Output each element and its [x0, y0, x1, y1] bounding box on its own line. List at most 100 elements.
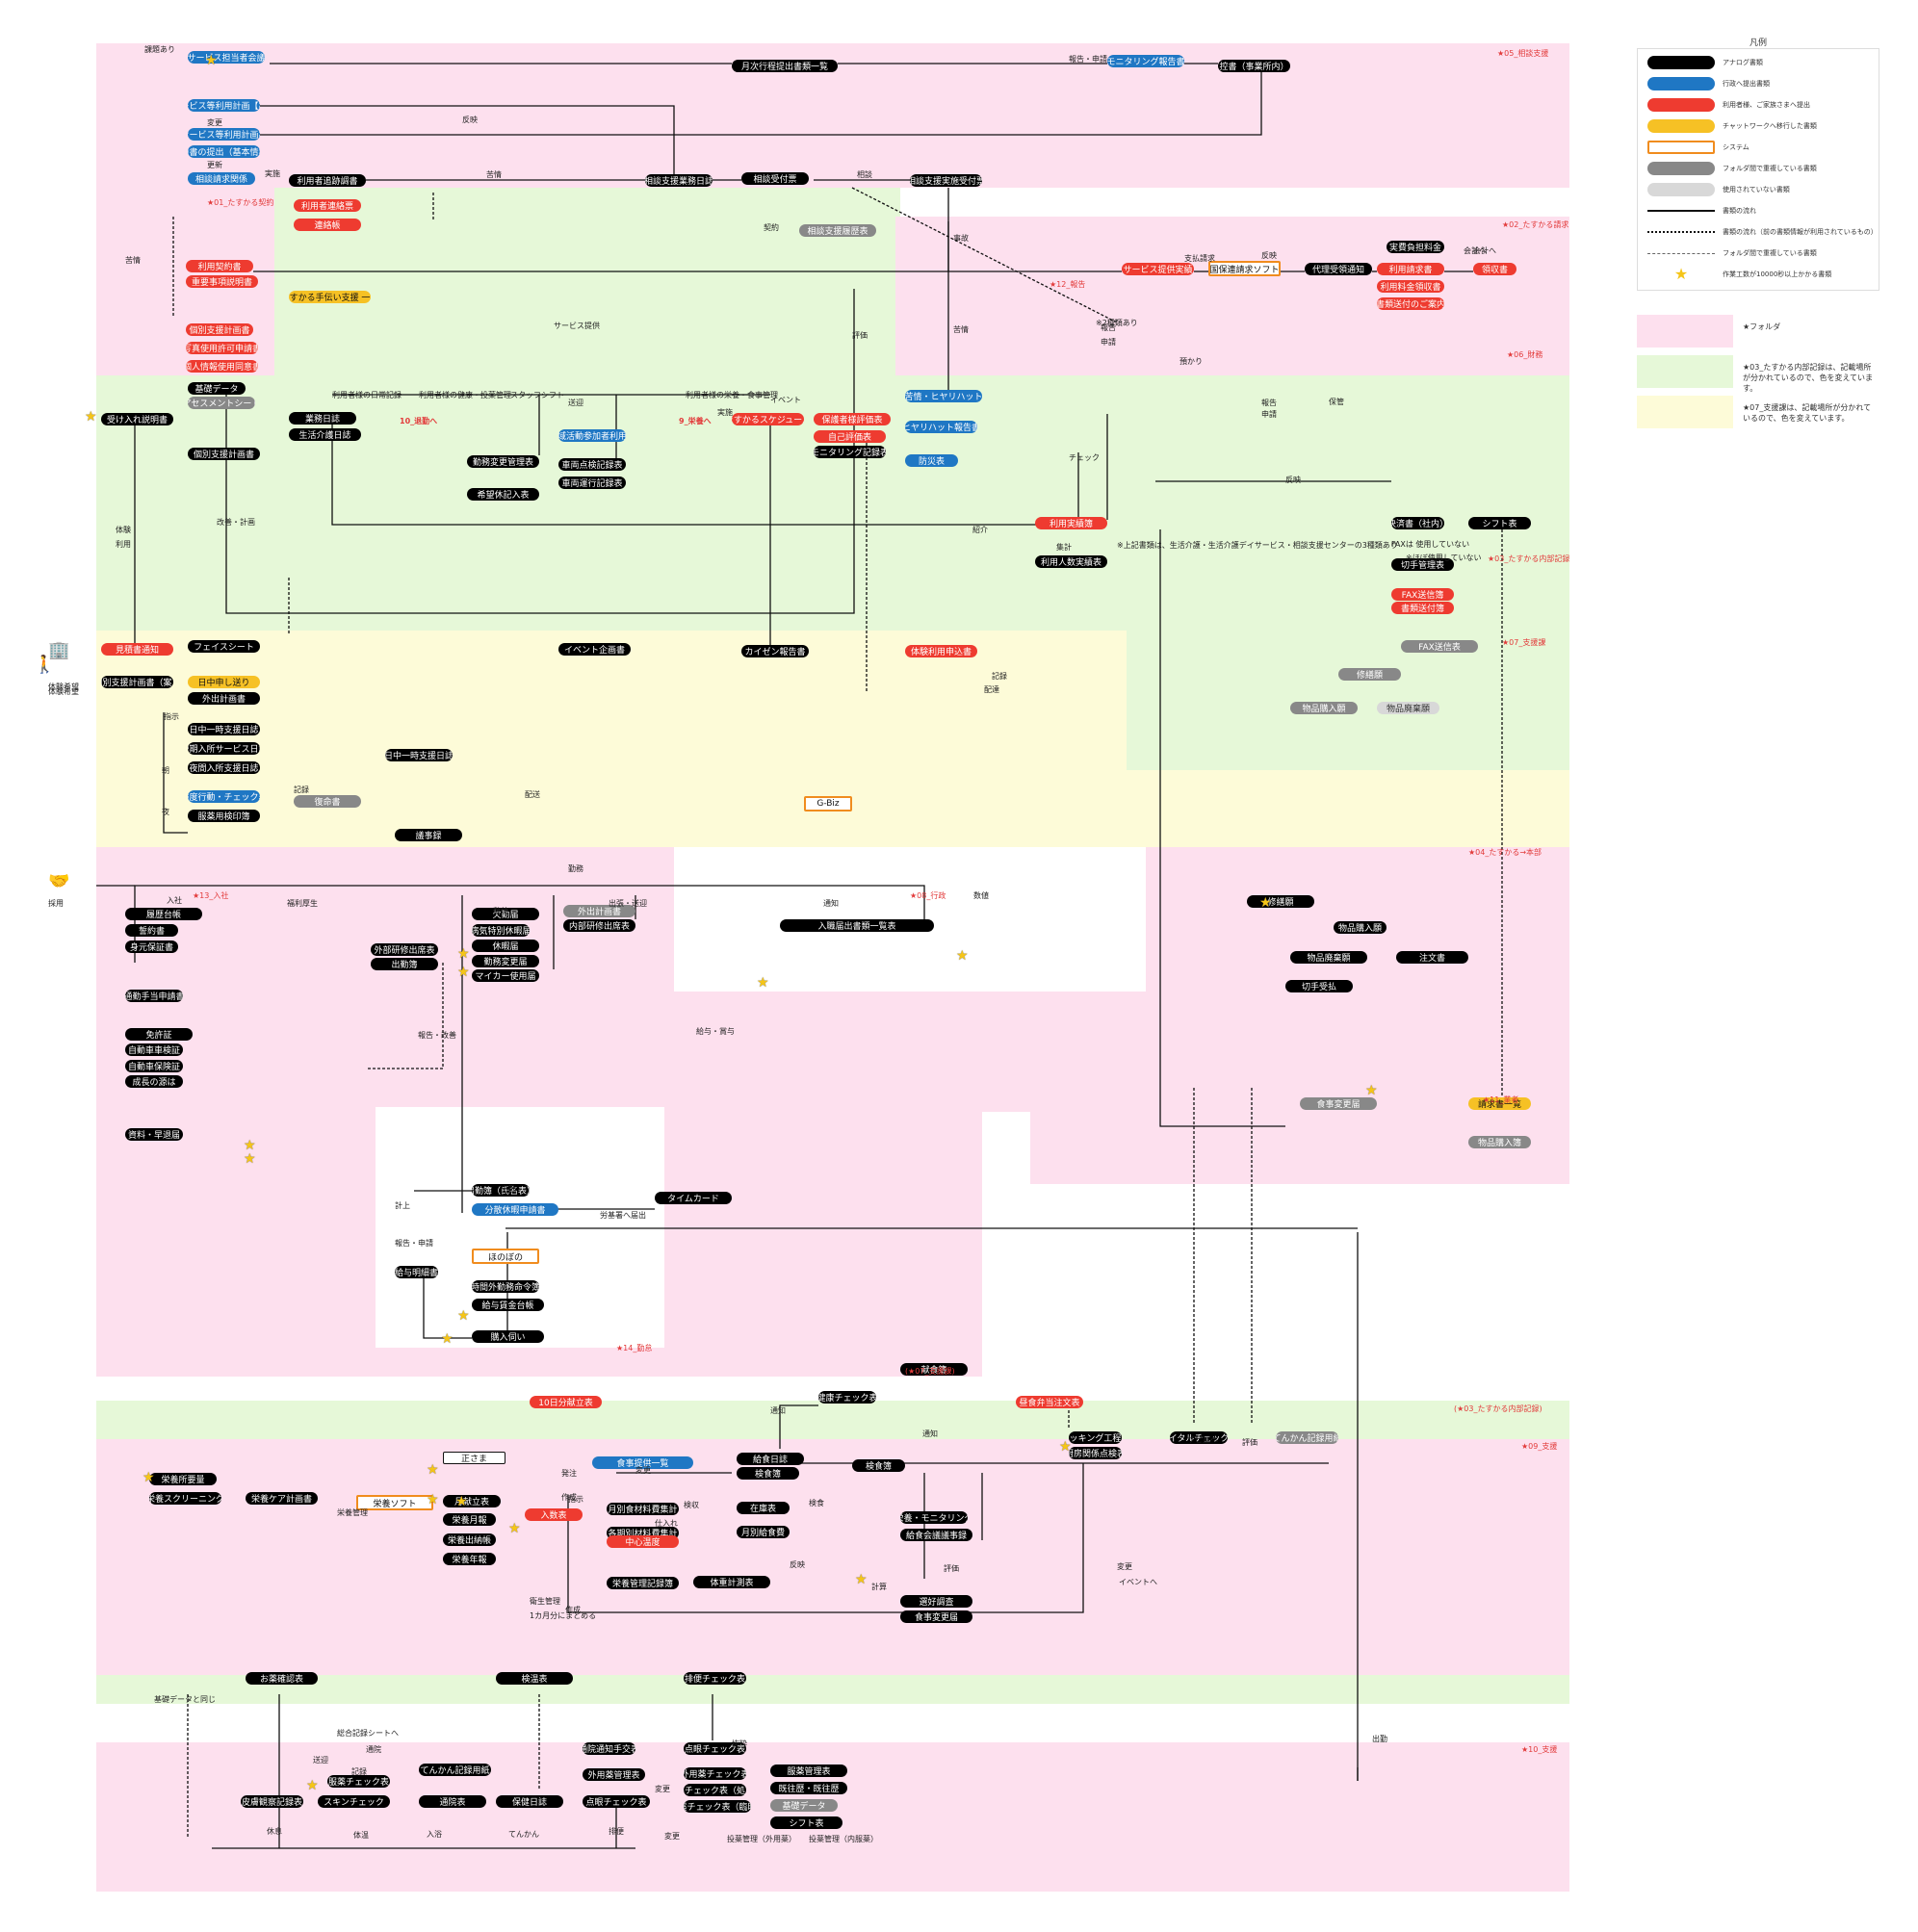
folder-label: (★07_支援課)	[905, 1367, 955, 1376]
doc-node: 服薬チェック表（臨時）	[684, 1800, 751, 1813]
star-icon: ★	[757, 975, 769, 991]
annotation-text: ※2種類あり	[1096, 319, 1138, 327]
annotation-text: 10_退勤へ	[400, 417, 438, 425]
doc-node: 栄養ケア計画書	[246, 1492, 318, 1505]
doc-node: 受け入れ説明書	[101, 413, 173, 425]
doc-node: モニタリング報告書	[1107, 55, 1184, 67]
star-icon: ★	[85, 409, 97, 425]
flow-label: 衛生管理	[530, 1597, 560, 1606]
doc-node: 生活介護日誌	[289, 428, 361, 441]
folder-label: ★07_支援課	[1502, 638, 1546, 647]
legend-swatch	[1647, 141, 1715, 154]
folder-label: ★14_勤怠	[616, 1344, 653, 1352]
doc-node: 時間外勤務命令簿	[472, 1280, 539, 1293]
doc-node: サービス等利用計画【案】	[188, 99, 260, 112]
flow-label: 通知	[823, 899, 839, 908]
doc-node: 給与明細書	[395, 1266, 438, 1278]
flow-label: 評価	[852, 331, 868, 340]
doc-node: 物品廃棄願	[1290, 951, 1367, 964]
doc-node: 免許証	[125, 1028, 193, 1041]
doc-node: 検食簿	[737, 1467, 799, 1480]
flow-label: てんかん	[508, 1830, 539, 1839]
legend-swatch	[1647, 162, 1715, 175]
annotation-text: ※ほぼ使用していない	[1406, 554, 1482, 562]
doc-node: FAX送信表	[1401, 640, 1478, 653]
legend-row: 利用者様、ご家族さまへ提出	[1647, 97, 1810, 113]
doc-node: G-Biz	[804, 796, 852, 811]
doc-node: アセスメントシート	[188, 397, 255, 409]
doc-node: 防災表	[905, 454, 958, 467]
legend-row: 書類の流れ	[1647, 203, 1756, 219]
doc-node: 昼食弁当注文表	[1016, 1396, 1083, 1408]
flow-label: 会計へ	[1464, 246, 1487, 255]
annotation-text: 体験希望	[48, 683, 79, 691]
doc-node: 履歴台帳	[125, 908, 202, 920]
flow-label: 夜	[162, 808, 169, 816]
legend-row: システム	[1647, 140, 1750, 155]
doc-node: 欠勤届	[472, 908, 539, 920]
star-icon: ★	[1259, 895, 1272, 911]
doc-node: 月別給食費	[737, 1526, 790, 1538]
folder-label: ★01_たすかる契約	[207, 198, 274, 207]
doc-node: 利用契約書	[186, 260, 253, 272]
star-icon: ★	[441, 1331, 454, 1347]
flow-label: 配送	[525, 790, 540, 799]
flow-arrow	[1159, 529, 1285, 1127]
flow-label: ザピ室へ	[1187, 1435, 1218, 1444]
flow-label: 福利厚生	[287, 899, 318, 908]
doc-node: モニタリング記録表	[814, 446, 886, 458]
doc-node: 利用者連絡票	[294, 199, 361, 212]
flow-label: 1カ月分にまとめる	[530, 1611, 597, 1620]
flow-label: 苦情	[486, 170, 502, 179]
doc-node: 重要事項説明書	[186, 275, 258, 288]
flow-label: 体験	[116, 526, 131, 534]
doc-node: 書類送付のご案内	[1377, 297, 1444, 310]
flow-label: 作成	[565, 1606, 581, 1614]
legend-label: アナログ書類	[1723, 59, 1763, 66]
doc-node: 物品購入願	[1334, 921, 1387, 934]
doc-node: スキンチェック	[318, 1795, 390, 1808]
zone-note-swatch	[1637, 315, 1733, 348]
flow-label: 指示	[164, 712, 179, 721]
walker-icon: 🚶	[34, 655, 56, 675]
folder-label: ★13_入社	[193, 891, 229, 900]
doc-node: ほのぼの	[472, 1249, 539, 1264]
flow-label: 記録	[351, 1767, 367, 1776]
doc-node: シフト表	[770, 1816, 842, 1829]
doc-node: 中心温度	[607, 1535, 679, 1548]
flow-label: 配達	[984, 685, 999, 694]
doc-node: 外用薬管理表	[583, 1768, 645, 1781]
zone-green	[1127, 549, 1569, 770]
flow-label: 集計	[1056, 543, 1072, 552]
annotation-text: 9_栄養へ	[679, 417, 712, 425]
legend-row: フォルダ間で重複している書類	[1647, 245, 1817, 261]
legend-swatch	[1647, 231, 1715, 233]
star-icon: ★	[457, 946, 470, 962]
folder-label: ★03_たすかる内部記録	[1488, 554, 1570, 563]
doc-node: てんかん記録用紙	[419, 1764, 491, 1776]
star-icon: ★	[244, 1138, 256, 1153]
flow-label: 検食	[809, 1499, 824, 1507]
flow-label: 更新	[207, 161, 222, 169]
doc-node: 通院通知手交表	[583, 1742, 635, 1755]
legend-row: 使用されていない書類	[1647, 182, 1790, 197]
doc-node: 正さま	[443, 1452, 505, 1464]
doc-node: 献食簿	[900, 1363, 968, 1376]
legend-row: チャットワークへ移行した書類	[1647, 118, 1817, 134]
doc-node: 個別支援計画書	[188, 448, 260, 460]
legend-label: 書類の流れ（前の書類情報が利用されているもの）	[1723, 228, 1878, 236]
folder-label: ★05_相談支援	[1497, 49, 1549, 58]
doc-node: FAX送信簿	[1391, 588, 1454, 601]
flow-label: 数値	[493, 907, 508, 915]
doc-node: 自己評価表	[814, 430, 886, 443]
doc-node: 勤務変更管理表	[467, 455, 539, 468]
flow-label: 申請	[1101, 338, 1116, 347]
doc-node: シフト表	[1468, 517, 1531, 529]
flow-arrow	[331, 424, 1059, 526]
flow-label: 預かり	[1179, 357, 1203, 366]
flow-label: 投薬管理（外用薬）	[727, 1835, 796, 1843]
doc-node: 内部研修出席表	[563, 919, 635, 932]
flow-arrow	[260, 105, 675, 174]
flow-arrow	[260, 67, 1262, 136]
legend-title: 凡例	[1749, 39, 1767, 48]
